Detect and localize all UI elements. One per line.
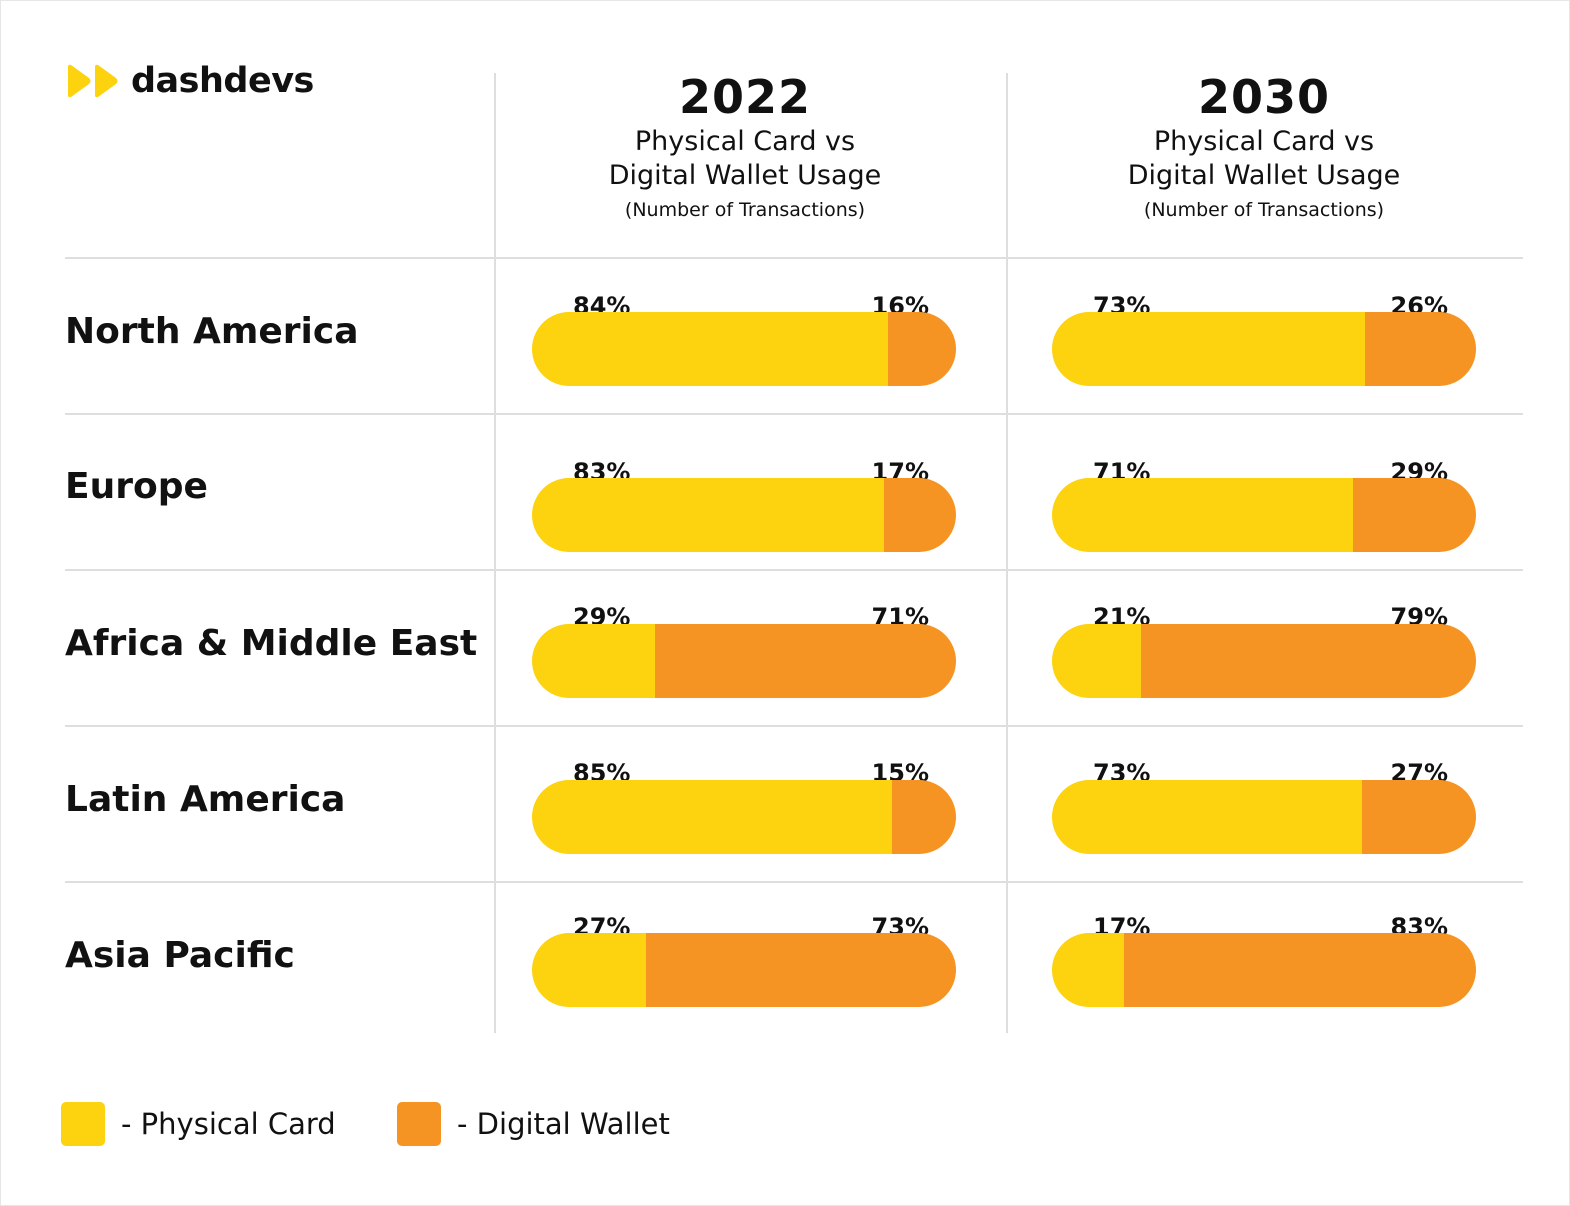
double-play-icon — [68, 64, 118, 98]
stacked-bar — [532, 780, 956, 854]
column-subtitle-line1: Physical Card vs — [634, 126, 856, 157]
row-divider — [65, 569, 1523, 571]
legend-physical-card: - Physical Card — [61, 1102, 336, 1146]
bar-segment-digital — [654, 624, 956, 698]
bar-segment-digital — [1361, 780, 1476, 854]
stacked-bar — [1052, 478, 1476, 552]
bar-segment-physical — [1052, 933, 1125, 1007]
brand-name: dashdevs — [131, 61, 314, 101]
column-divider — [494, 73, 496, 1033]
row-divider — [65, 413, 1523, 415]
legend-label: - Digital Wallet — [457, 1107, 670, 1141]
bar-segment-physical — [1052, 478, 1354, 552]
region-label: Asia Pacific — [65, 935, 295, 976]
stacked-bar — [532, 624, 956, 698]
bar-segment-physical — [532, 780, 893, 854]
stacked-bar — [1052, 312, 1476, 386]
stacked-bar — [1052, 624, 1476, 698]
bar-segment-physical — [532, 933, 647, 1007]
bar-segment-physical — [1052, 624, 1142, 698]
bar-segment-digital — [888, 312, 956, 386]
column-subtitle-line2: Digital Wallet Usage — [1127, 160, 1401, 191]
stacked-bar — [532, 478, 956, 552]
column-divider — [1006, 73, 1008, 1033]
bar-segment-physical — [1052, 780, 1362, 854]
column-subtitle-line1: Physical Card vs — [1153, 126, 1375, 157]
column-header-2022: 2022 Physical Card vs Digital Wallet Usa… — [489, 69, 1001, 227]
legend-swatch-digital — [397, 1102, 441, 1146]
row-divider — [65, 725, 1523, 727]
stacked-bar — [1052, 933, 1476, 1007]
bar-segment-digital — [1124, 933, 1476, 1007]
region-label: Africa & Middle East — [65, 623, 478, 664]
column-year: 2030 — [1197, 70, 1331, 124]
bar-segment-physical — [532, 478, 884, 552]
bar-segment-physical — [1052, 312, 1365, 386]
row-divider — [65, 881, 1523, 883]
column-header-2030: 2030 Physical Card vs Digital Wallet Usa… — [1008, 69, 1520, 227]
legend-swatch-physical — [61, 1102, 105, 1146]
bar-segment-physical — [532, 312, 889, 386]
bar-segment-digital — [892, 780, 956, 854]
stacked-bar — [532, 312, 956, 386]
column-year: 2022 — [678, 70, 812, 124]
stacked-bar — [1052, 780, 1476, 854]
legend-label: - Physical Card — [121, 1107, 336, 1141]
bar-segment-digital — [883, 478, 956, 552]
brand-logo: dashdevs — [65, 61, 314, 101]
row-divider — [65, 257, 1523, 259]
region-label: Latin America — [65, 779, 346, 820]
column-note: (Number of Transactions) — [1143, 199, 1385, 221]
bar-segment-physical — [532, 624, 655, 698]
bar-segment-digital — [1364, 312, 1476, 386]
bar-segment-digital — [646, 933, 956, 1007]
stacked-bar — [532, 933, 956, 1007]
bar-segment-digital — [1141, 624, 1476, 698]
column-subtitle-line2: Digital Wallet Usage — [608, 160, 882, 191]
legend-digital-wallet: - Digital Wallet — [397, 1102, 670, 1146]
region-label: Europe — [65, 466, 208, 507]
bar-segment-digital — [1353, 478, 1476, 552]
column-note: (Number of Transactions) — [624, 199, 866, 221]
region-label: North America — [65, 311, 359, 352]
